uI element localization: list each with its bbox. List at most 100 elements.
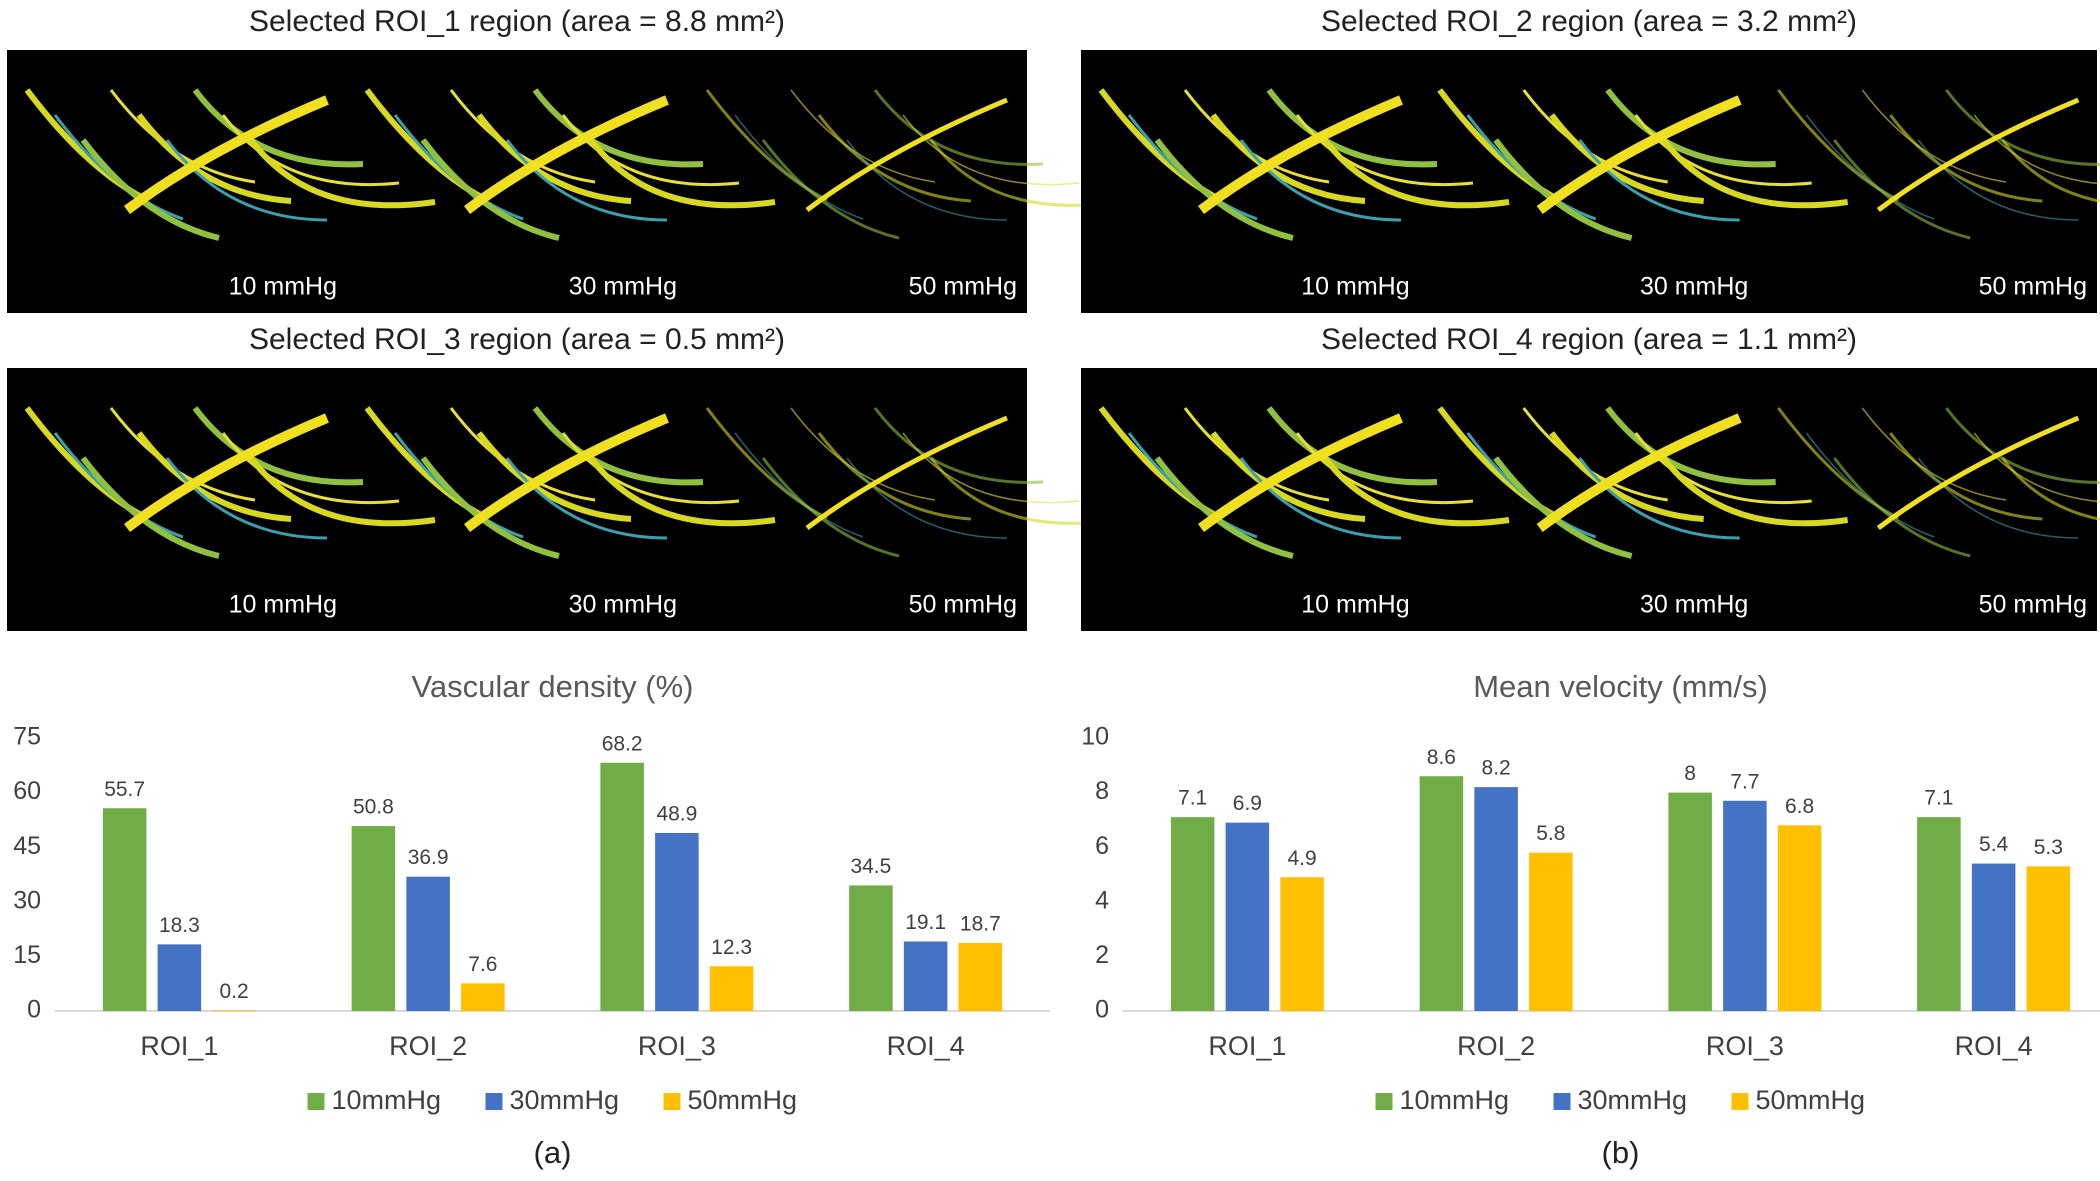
vessel: [761, 457, 900, 558]
vessel: [1889, 432, 2043, 521]
vessel: [1154, 138, 1294, 241]
legend-swatch: [1731, 1093, 1749, 1110]
vessel: [248, 456, 436, 527]
x-tick-label: ROI_3: [1706, 1031, 1784, 1061]
vessel: [1973, 432, 2100, 503]
bar: [849, 885, 893, 1011]
vessel: [476, 113, 632, 204]
vessel: [221, 114, 400, 187]
vessel: [136, 113, 292, 204]
image-label: 30 mmHg: [1640, 591, 1748, 619]
data-label: 68.2: [602, 732, 643, 755]
bar: [709, 966, 754, 1011]
data-label: 50.8: [353, 796, 394, 819]
vessel: [1266, 406, 1438, 486]
vessel: [761, 139, 900, 240]
vessel: [1661, 138, 1849, 209]
image-label: 30 mmHg: [569, 591, 677, 619]
x-tick-label: ROI_4: [887, 1031, 965, 1061]
data-label: 6.9: [1233, 792, 1262, 815]
bar: [1474, 787, 1518, 1011]
vessel: [846, 139, 1008, 221]
bar: [461, 983, 505, 1011]
vessel: [1876, 97, 2080, 213]
image-label: 50 mmHg: [1979, 273, 2087, 301]
legend-swatch: [1553, 1093, 1571, 1110]
image-label: 50 mmHg: [909, 273, 1017, 301]
vessel: [124, 95, 329, 215]
data-label: 8.6: [1427, 746, 1456, 769]
vessel: [1549, 113, 1704, 204]
bar: [903, 941, 948, 1011]
vessel: [80, 456, 220, 559]
image-label: 30 mmHg: [1640, 273, 1748, 301]
vessel: [588, 456, 776, 527]
vessel: [124, 413, 329, 533]
legend-swatch: [307, 1093, 325, 1110]
bar: [102, 808, 147, 1011]
vessel: [1634, 432, 1812, 505]
vessel: [588, 138, 776, 209]
panel-title: Selected ROI_4 region (area = 1.1 mm²): [1321, 323, 1857, 356]
data-label: 36.9: [408, 846, 449, 869]
vessel: [1876, 415, 2080, 531]
vessel: [1210, 113, 1366, 204]
bar: [1723, 800, 1767, 1011]
bar: [1777, 825, 1822, 1011]
data-label: 18.7: [960, 912, 1001, 935]
y-tick-label: 2: [1095, 941, 1109, 969]
y-tick-label: 15: [13, 941, 41, 969]
data-label: 4.9: [1287, 847, 1316, 870]
vessel: [817, 114, 972, 203]
x-tick-label: ROI_3: [638, 1031, 716, 1061]
image-label: 10 mmHg: [229, 591, 337, 619]
vessel: [1295, 432, 1474, 505]
vessel: [80, 138, 220, 241]
vessel: [505, 139, 668, 222]
x-tick-label: ROI_1: [1208, 1031, 1286, 1061]
vessel: [1833, 139, 1971, 240]
vessel: [1493, 456, 1633, 559]
data-label: 0.2: [219, 980, 248, 1003]
vessel: [805, 97, 1008, 213]
data-label: 5.3: [2034, 836, 2063, 859]
bar: [655, 833, 699, 1011]
vessel: [1536, 413, 1742, 533]
vessel: [476, 431, 632, 522]
y-tick-label: 0: [27, 996, 41, 1024]
data-label: 7.6: [468, 953, 497, 976]
vessel: [420, 456, 560, 559]
vessel: [873, 89, 1044, 166]
vessel: [532, 406, 704, 486]
vessel: [1917, 139, 2079, 221]
bar: [2026, 866, 2071, 1011]
vessel: [192, 88, 364, 168]
vessel: [192, 406, 364, 486]
vessel: [1634, 114, 1812, 187]
vessel: [1605, 88, 1776, 168]
vessel: [1239, 139, 1402, 222]
panel-title: Selected ROI_1 region (area = 8.8 mm²): [249, 5, 785, 38]
bar: [1917, 817, 1961, 1011]
vessel: [817, 432, 972, 521]
y-tick-label: 45: [13, 832, 41, 860]
vessel: [561, 432, 740, 505]
bar: [1170, 817, 1215, 1011]
bar: [600, 762, 644, 1011]
legend-label: 50mmHg: [688, 1085, 798, 1115]
bar: [1529, 852, 1573, 1011]
caption: (b): [1602, 1135, 1640, 1170]
vessel: [221, 432, 400, 505]
data-label: 19.1: [905, 911, 946, 934]
bar: [958, 942, 1003, 1011]
vessel: [1154, 456, 1294, 559]
vessel: [136, 431, 292, 522]
bar: [1668, 792, 1712, 1011]
bar: [406, 876, 450, 1011]
vessel: [464, 95, 669, 215]
vessel: [873, 407, 1044, 484]
legend-swatch: [1375, 1093, 1393, 1110]
vessel: [1198, 413, 1403, 533]
vessel: [1578, 139, 1740, 222]
